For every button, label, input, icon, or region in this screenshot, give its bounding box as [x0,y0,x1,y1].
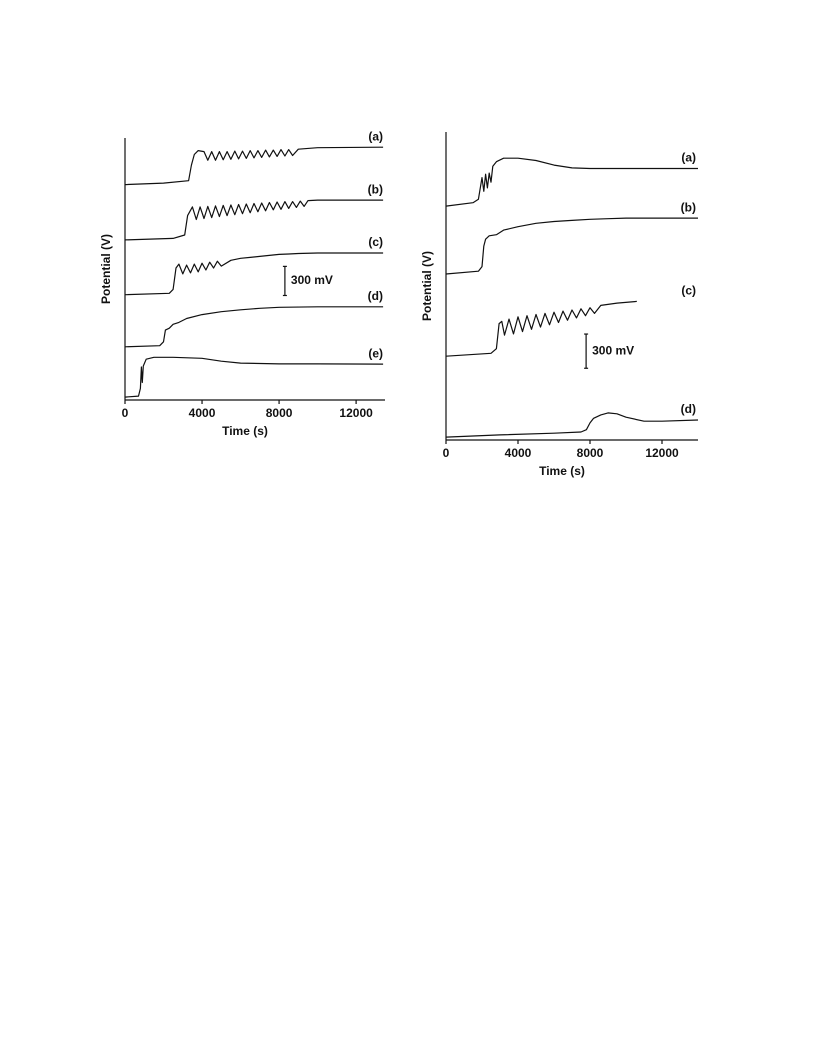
chart: 0 4000 8000 12000 Time (s) Potential (V) (a) (b… [99,129,385,438]
trace [124,146,384,186]
x-axis-title: Time (s) [222,424,268,438]
trace [445,412,699,438]
series-label: (a) [681,151,696,165]
scale-bar-label: 300 mV [291,273,333,287]
series-label: (d) [368,289,383,303]
trace [124,199,384,241]
scale-bar-label: 300 mV [592,343,634,357]
y-axis-title: Potential (V) [420,251,434,321]
series-label: (c) [368,235,383,249]
series-label: (c) [681,284,696,298]
trace [445,157,698,207]
trace [445,217,698,275]
x-tick-label: 0 [443,446,450,460]
x-tick-label: 8000 [577,446,604,460]
x-tick-label: 4000 [189,406,216,420]
trace [124,306,384,348]
x-tick-label: 0 [122,406,129,420]
x-tick-label: 12000 [645,446,679,460]
trace [445,300,637,357]
x-axis-title: Time (s) [539,464,585,478]
y-axis-title: Potential (V) [99,234,113,304]
series-label: (b) [681,200,696,214]
x-tick-label: 12000 [339,406,373,420]
series-label: (a) [368,129,383,143]
trace [124,252,384,296]
series-label: (d) [681,402,696,416]
chart: 0 4000 8000 12000 Time (s) Potential (V) (a) (b… [420,132,699,478]
trace [124,356,384,398]
x-tick-label: 4000 [505,446,532,460]
series-label: (b) [368,182,383,196]
x-tick-label: 8000 [266,406,293,420]
series-label: (e) [368,346,383,360]
